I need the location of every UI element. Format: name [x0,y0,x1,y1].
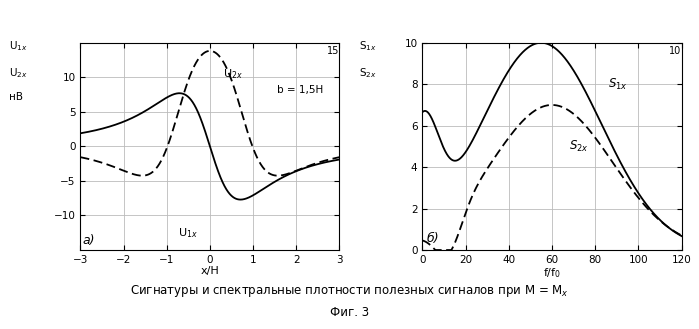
Text: S$_{2x}$: S$_{2x}$ [569,139,589,154]
Text: нВ: нВ [9,92,23,102]
Text: U$_{1x}$: U$_{1x}$ [178,226,199,240]
Text: S$_{1x}$: S$_{1x}$ [359,39,376,53]
Text: Сигнатуры и спектральные плотности полезных сигналов при M = M$_x$: Сигнатуры и спектральные плотности полез… [130,283,569,299]
Text: U$_{2x}$: U$_{2x}$ [9,66,28,80]
Text: 15: 15 [327,46,340,56]
Text: b = 1,5H: b = 1,5H [277,85,323,95]
Text: б): б) [426,232,440,245]
Text: S$_{1x}$: S$_{1x}$ [608,77,628,92]
Text: U$_{1x}$: U$_{1x}$ [9,39,28,53]
Text: U$_{2x}$: U$_{2x}$ [223,67,243,81]
X-axis label: x/H: x/H [201,266,219,276]
Text: а): а) [82,234,95,247]
Text: Фиг. 3: Фиг. 3 [330,306,369,319]
Text: 10: 10 [669,46,682,56]
X-axis label: f/f$_0$: f/f$_0$ [543,266,561,280]
Text: S$_{2x}$: S$_{2x}$ [359,66,376,80]
